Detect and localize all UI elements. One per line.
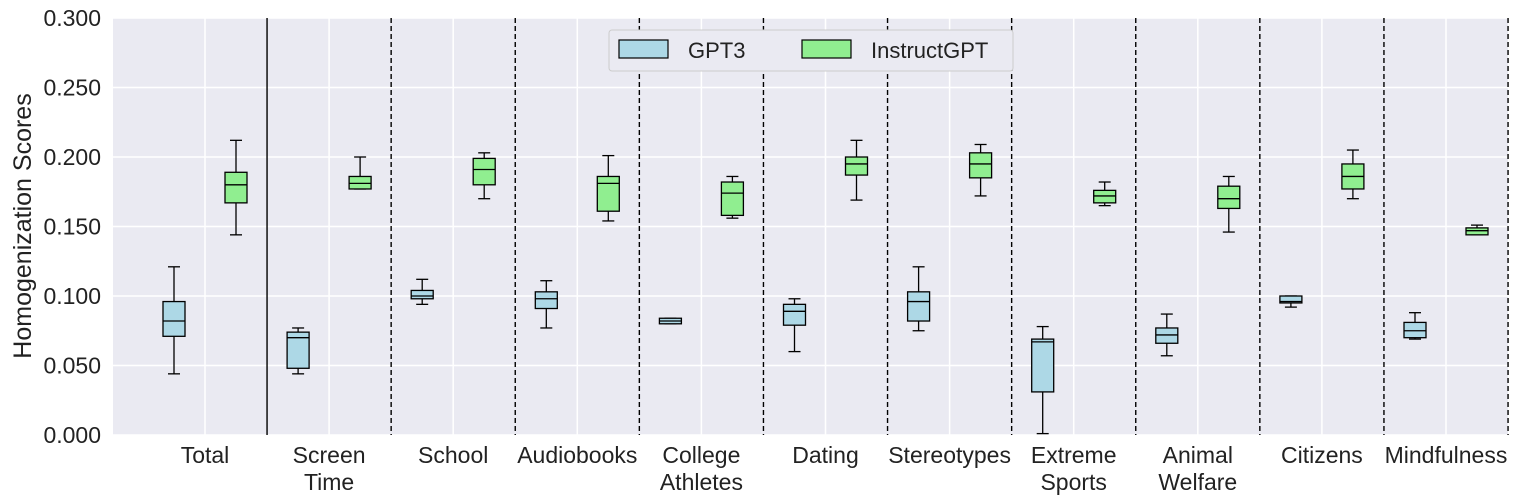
iqr-box — [1155, 327, 1179, 344]
box-instructgpt — [720, 175, 745, 219]
iqr-box — [472, 157, 496, 186]
box-gpt3 — [534, 280, 558, 329]
box-gpt3 — [1279, 295, 1303, 308]
y-tick-label: 0.250 — [43, 75, 101, 101]
x-tick-label: Extreme Sports — [1031, 442, 1117, 495]
box-gpt3 — [782, 298, 807, 353]
legend-label-instructgpt: InstructGPT — [871, 38, 988, 63]
iqr-box — [782, 303, 807, 326]
box-instructgpt — [596, 154, 620, 222]
box-instructgpt — [348, 156, 372, 190]
box-instructgpt — [472, 152, 496, 200]
x-tick-label: Screen Time — [293, 442, 366, 495]
iqr-box — [224, 171, 248, 204]
box-instructgpt — [224, 139, 248, 236]
box-instructgpt — [1093, 181, 1117, 207]
iqr-box — [1465, 227, 1489, 236]
y-tick-label: 0.150 — [43, 214, 101, 240]
x-tick-label: Animal Welfare — [1158, 442, 1237, 495]
box-gpt3 — [410, 278, 434, 305]
iqr-box — [1279, 295, 1303, 304]
box-instructgpt — [844, 139, 869, 201]
x-tick-label: Mindfulness — [1385, 442, 1508, 468]
box-gpt3 — [162, 266, 186, 375]
box-instructgpt — [968, 143, 993, 197]
iqr-box — [596, 175, 620, 212]
y-tick-label: 0.100 — [43, 283, 101, 309]
x-tick-label: Stereotypes — [888, 442, 1011, 468]
x-tick-label: Dating — [792, 442, 858, 468]
iqr-box — [844, 156, 869, 176]
box-gpt3 — [1031, 325, 1055, 435]
y-tick-label: 0.000 — [43, 422, 101, 448]
y-axis-tick-labels: 0.000 0.050 0.100 0.150 0.200 0.250 0.300 — [43, 5, 101, 448]
y-axis-label: Homogenization Scores — [9, 93, 37, 358]
iqr-box — [1031, 338, 1055, 393]
box-instructgpt — [1217, 175, 1241, 233]
iqr-box — [1403, 321, 1427, 339]
y-tick-label: 0.050 — [43, 353, 101, 379]
box-gpt3 — [1155, 313, 1179, 357]
box-gpt3 — [1403, 312, 1427, 340]
legend-swatch-instructgpt — [801, 39, 852, 59]
category-separators — [266, 18, 1509, 435]
legend-swatch-gpt3 — [618, 39, 669, 59]
iqr-box — [906, 291, 931, 322]
iqr-box — [286, 331, 310, 369]
iqr-box — [348, 175, 372, 190]
iqr-box — [534, 291, 558, 310]
iqr-box — [968, 152, 993, 179]
box-instructgpt — [1465, 224, 1489, 236]
y-tick-label: 0.300 — [43, 5, 101, 31]
legend: GPT3 InstructGPT — [608, 29, 1014, 72]
iqr-box — [162, 300, 186, 337]
box-instructgpt — [1341, 149, 1365, 200]
iqr-box — [1093, 189, 1117, 204]
boxes — [162, 139, 1489, 435]
gridlines — [113, 17, 1508, 436]
y-tick-label: 0.200 — [43, 144, 101, 170]
x-tick-label: School — [418, 442, 488, 468]
iqr-box — [1217, 185, 1241, 210]
x-tick-label: Audiobooks — [517, 442, 637, 468]
box-gpt3 — [906, 266, 931, 332]
box-gpt3 — [286, 327, 310, 375]
box-gpt3 — [658, 317, 683, 325]
x-tick-label: Total — [181, 442, 230, 468]
legend-label-gpt3: GPT3 — [688, 38, 745, 63]
iqr-box — [720, 181, 745, 217]
x-tick-label: Citizens — [1281, 442, 1363, 468]
x-axis-tick-labels: Total Screen Time School Audiobooks College At… — [181, 442, 1508, 495]
iqr-box — [410, 289, 434, 300]
x-tick-label: College Athletes — [660, 442, 743, 495]
